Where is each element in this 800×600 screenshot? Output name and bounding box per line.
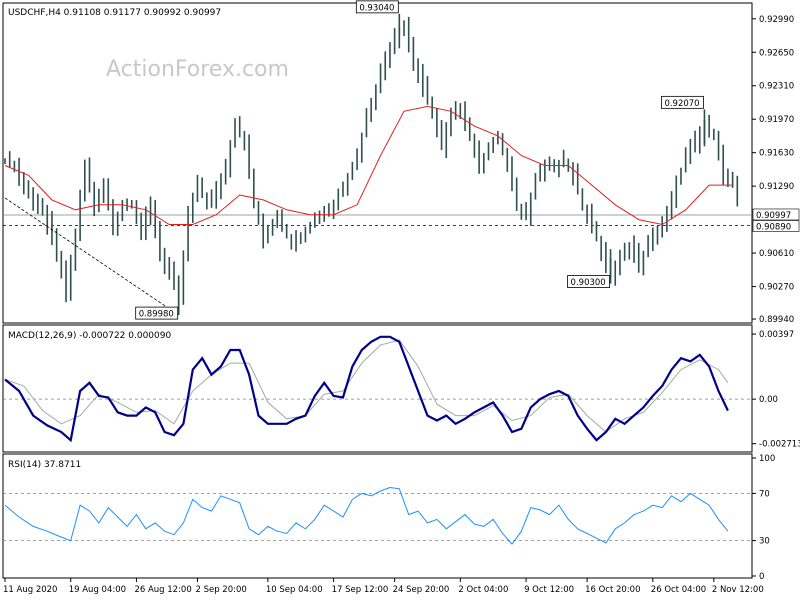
rsi-line [4,486,729,545]
rsi-axis-tick-label: 70 [759,489,770,499]
level-price-badge [752,220,800,232]
x-axis-tick-label: 26 Oct 04:00 [651,585,706,595]
x-axis-tick-label: 16 Oct 20:00 [585,585,640,595]
current-price-label: 0.90997 [756,211,791,221]
price-axis-tick-label: 0.91970 [759,115,794,125]
price-axis-tick-label: 0.92990 [759,15,794,25]
x-axis-tick-label: 2 Sep 20:00 [195,585,246,595]
rsi-axis-tick-label: 100 [759,454,775,464]
price-panel[interactable]: 0.93040 0.89980 0.92070 0.90300 0.92990 0.926… [3,0,800,325]
current-price-badge [752,208,800,221]
macd-line [4,335,729,443]
price-axis-tick-label: 0.89940 [759,315,794,325]
x-axis-tick-label: 11 Aug 2020 [3,585,57,595]
rsi-panel[interactable]: 100 70 30 0 [3,454,775,582]
x-axis-tick-label: 10 Sep 04:00 [266,585,323,595]
macd-signal-line [4,339,729,433]
macd-panel-title: MACD(12,26,9) -0.000722 0.000090 [8,331,171,341]
macd-panel[interactable]: 0.00397 0.00 -0.002713 [3,330,800,450]
rsi-panel-title: RSI(14) 37.8711 [8,460,81,470]
watermark: ActionForex.com [106,57,289,82]
price-annotation-label: 0.93040 [359,3,394,13]
macd-panel-frame [2,324,753,453]
x-axis-tick-label: 19 Aug 04:00 [69,585,126,595]
x-axis-tick-label: 2 Oct 04:00 [458,585,508,595]
x-axis-tick-label: 2 Nov 12:00 [712,585,764,595]
x-axis-tick-label: 26 Aug 12:00 [134,585,191,595]
price-annotation-box [567,275,610,288]
price-axis-tick-label: 0.91630 [759,149,794,159]
x-axis: 11 Aug 2020 19 Aug 04:00 26 Aug 12:00 2 Sep… [3,578,764,595]
level-price-label: 0.90890 [756,223,791,233]
x-axis-tick-label: 9 Oct 12:00 [524,585,574,595]
price-annotation-box [661,95,704,109]
moving-average-line [4,105,733,226]
price-annotation-box [135,306,179,320]
macd-axis-tick-label: 0.00 [759,395,778,405]
price-axis-tick-label: 0.90270 [759,283,794,293]
macd-axis-tick-label: -0.002713 [759,440,800,450]
price-axis-tick-label: 0.92310 [759,82,794,92]
rsi-panel-frame [2,453,753,579]
price-annotation-label: 0.89980 [139,310,174,320]
price-axis-tick-label: 0.91290 [759,182,794,192]
price-axis-tick-label: 0.90610 [759,249,794,259]
x-axis-tick-label: 17 Sep 12:00 [332,585,389,595]
rsi-axis-tick-label: 0 [759,572,764,582]
macd-axis-tick-label: 0.00397 [759,330,794,340]
price-panel-title: USDCHF,H4 0.91108 0.91177 0.90992 0.9099… [8,8,221,18]
price-axis-tick-label: 0.92650 [759,48,794,58]
price-annotation-box [355,0,399,14]
price-annotation-label: 0.90300 [571,278,606,288]
price-annotation-label: 0.92070 [664,99,699,109]
x-axis-tick-label: 24 Sep 20:00 [393,585,450,595]
rsi-axis-tick-label: 30 [759,537,770,547]
